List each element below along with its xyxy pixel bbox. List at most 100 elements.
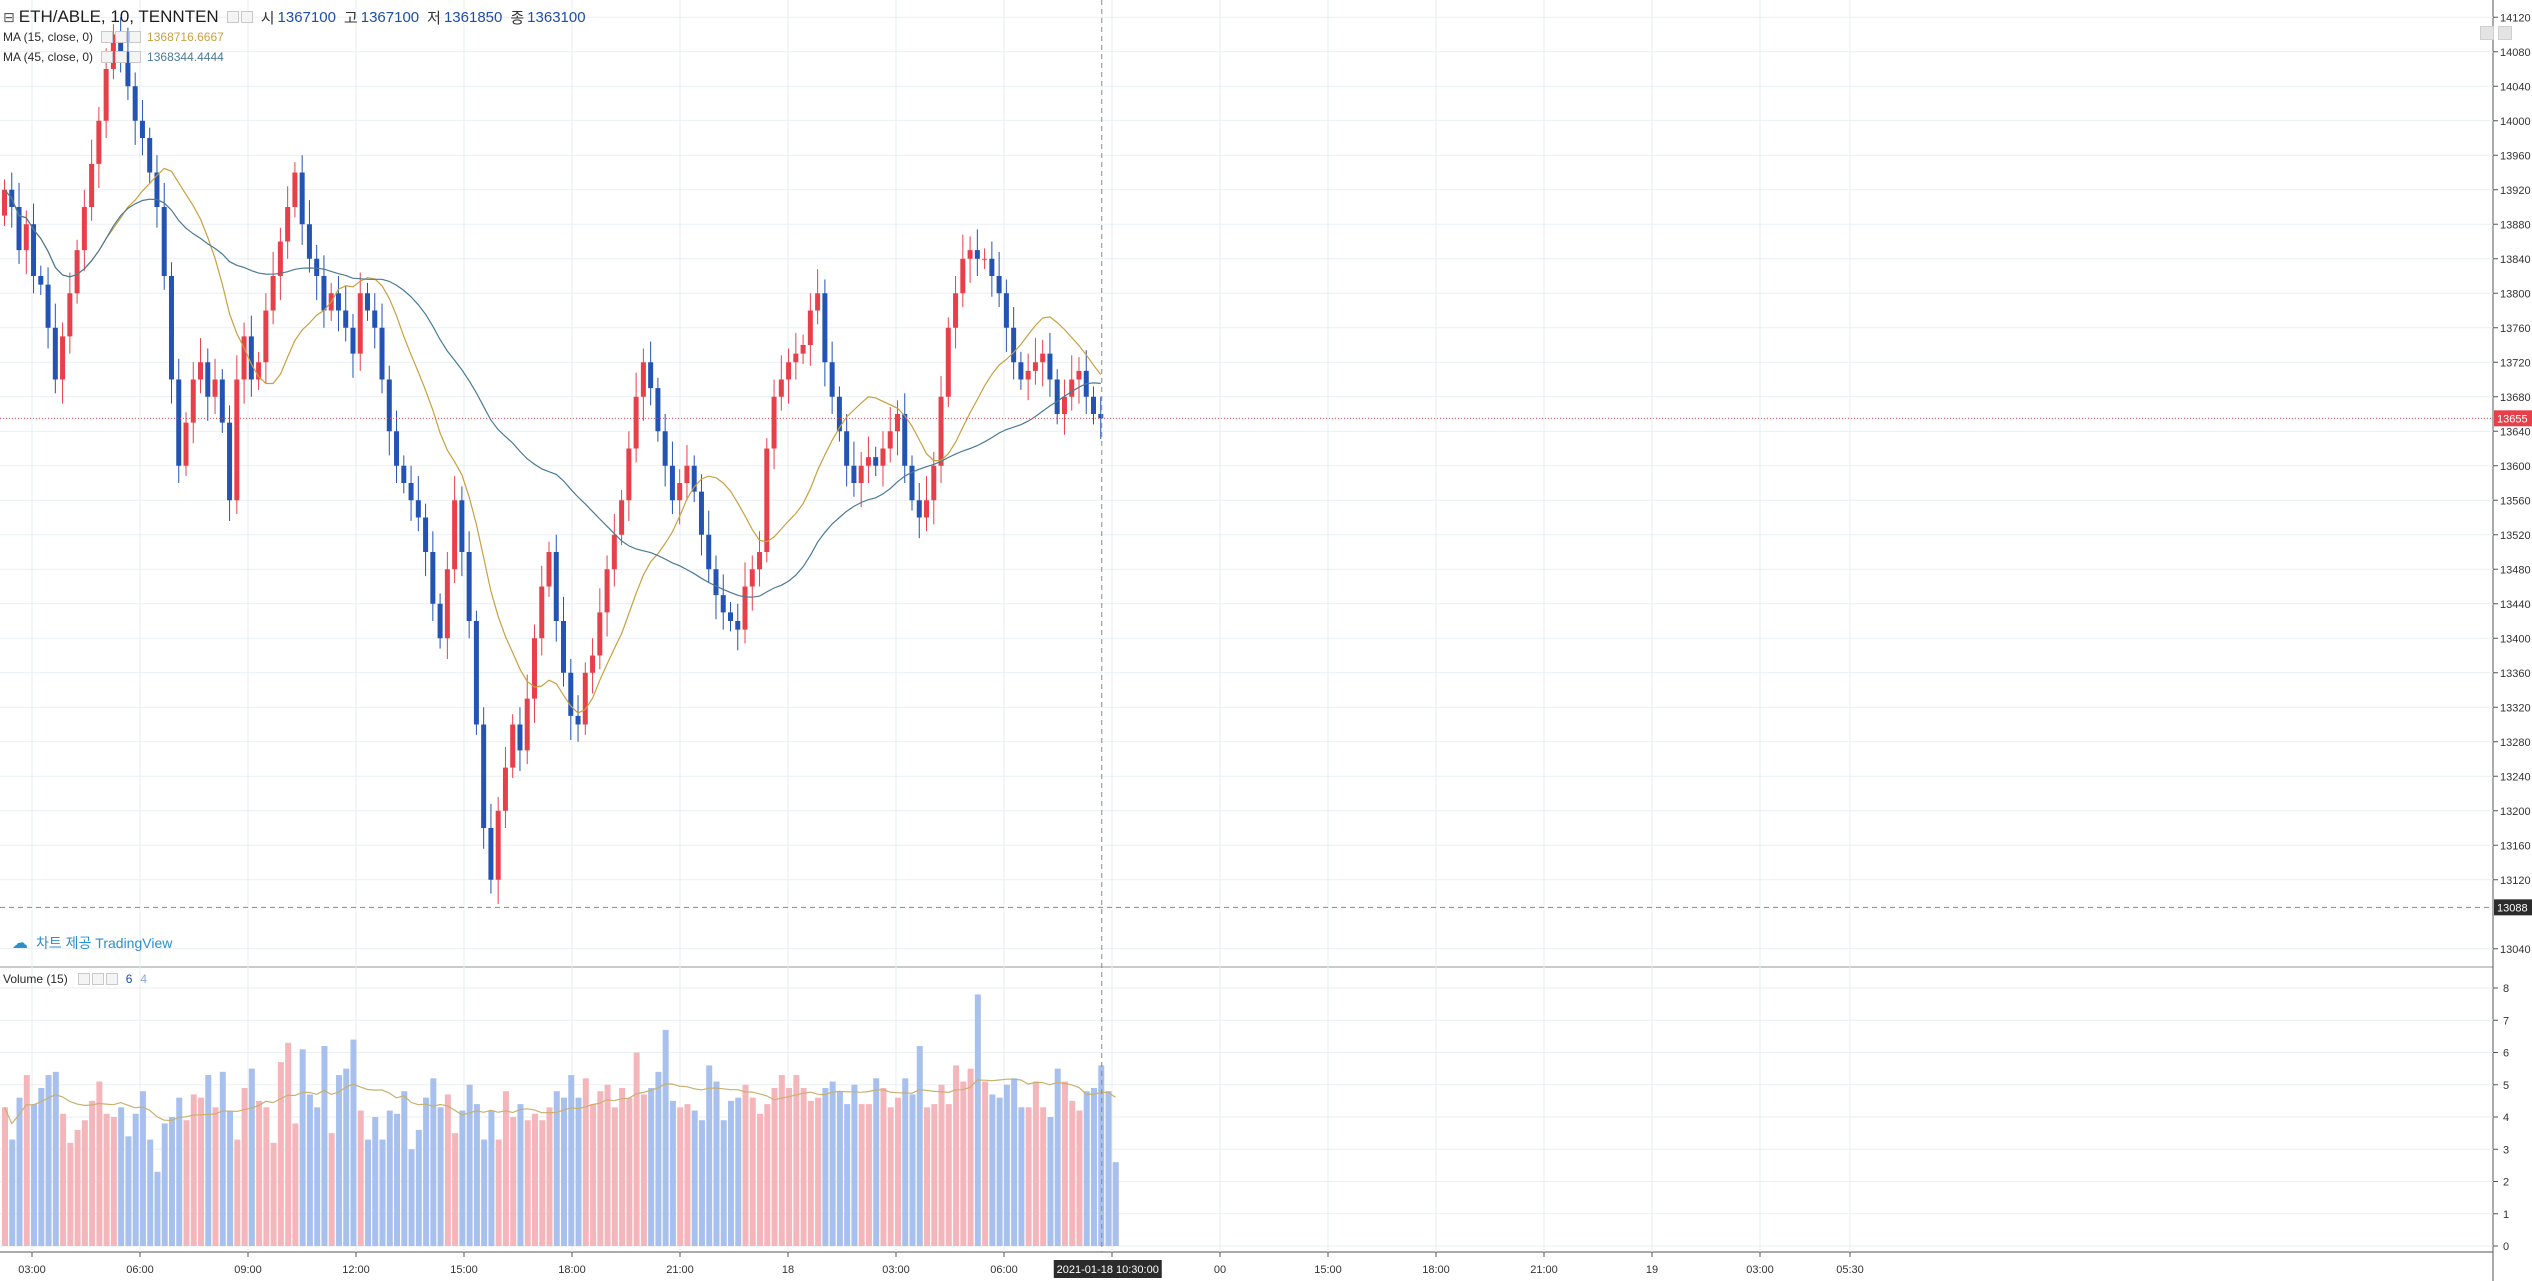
volume-bar bbox=[190, 1094, 197, 1246]
volume-visibility-icon[interactable] bbox=[77, 973, 90, 985]
volume-bar bbox=[1003, 1084, 1010, 1246]
pane-move-icon[interactable] bbox=[2480, 26, 2494, 40]
volume-bar bbox=[793, 1075, 800, 1246]
volume-bar bbox=[45, 1075, 52, 1246]
candle-body bbox=[553, 552, 559, 621]
price-tick-label: 13880 bbox=[2500, 219, 2531, 231]
volume-bar bbox=[125, 1136, 132, 1246]
pane-maximize-icon[interactable] bbox=[2498, 26, 2512, 40]
candle-body bbox=[168, 276, 174, 380]
time-axis[interactable]: 03:00 06:00 09:00 12:00 15:00 18:00 21:00 18 03:… bbox=[18, 1252, 1864, 1278]
candle-body bbox=[800, 345, 806, 354]
chart-legend: ⊟ ETH/ABLE, 10, TENNTEN 시 1367100 고 1367… bbox=[3, 7, 586, 67]
candle-body bbox=[466, 552, 472, 621]
volume-settings-icon[interactable] bbox=[91, 973, 104, 985]
volume-legend[interactable]: Volume (15) 6 4 bbox=[3, 972, 147, 986]
collapse-icon[interactable]: ⊟ bbox=[3, 8, 15, 25]
volume-bar bbox=[691, 1110, 698, 1246]
volume-bar bbox=[713, 1081, 720, 1246]
volume-label: Volume (15) bbox=[3, 972, 68, 986]
volume-bar bbox=[67, 1142, 74, 1246]
candle-body bbox=[401, 465, 407, 483]
candle-body bbox=[604, 569, 610, 613]
volume-bar bbox=[1112, 1162, 1119, 1246]
ma45-legend[interactable]: MA (45, close, 0) 1368344.4444 bbox=[3, 47, 586, 67]
candle-body bbox=[277, 241, 283, 276]
volume-bar bbox=[205, 1075, 212, 1246]
volume-bar bbox=[677, 1107, 684, 1246]
time-tick-label: 18 bbox=[782, 1264, 794, 1276]
ma45-settings-icon[interactable] bbox=[115, 51, 128, 63]
candle-body bbox=[851, 465, 857, 483]
volume-bars bbox=[2, 994, 1119, 1246]
volume-bar bbox=[219, 1071, 226, 1246]
volume-bar bbox=[771, 1087, 778, 1246]
time-tick-label: 15:00 bbox=[1314, 1264, 1342, 1276]
symbol-row: ⊟ ETH/ABLE, 10, TENNTEN 시 1367100 고 1367… bbox=[3, 7, 586, 27]
volume-bar bbox=[662, 1029, 669, 1246]
candle-body bbox=[74, 250, 80, 294]
source-icon[interactable] bbox=[240, 11, 253, 23]
volume-tick-label: 1 bbox=[2503, 1209, 2509, 1221]
volume-bar bbox=[757, 1113, 764, 1246]
volume-bar bbox=[292, 1123, 299, 1246]
volume-bar bbox=[372, 1117, 379, 1246]
crosshair-time-label: 2021-01-18 10:30:00 bbox=[1057, 1264, 1159, 1276]
volume-bar bbox=[684, 1104, 691, 1246]
low-value: 1361850 bbox=[443, 8, 503, 26]
ma45-remove-icon[interactable] bbox=[129, 51, 142, 63]
price-tick-label: 14040 bbox=[2500, 81, 2531, 93]
volume-bar bbox=[887, 1107, 894, 1246]
volume-bar bbox=[626, 1097, 633, 1246]
candle-body bbox=[488, 828, 494, 880]
candle-body bbox=[728, 612, 733, 621]
crosshair-price-badge bbox=[2494, 899, 2532, 916]
volume-bar bbox=[81, 1120, 88, 1246]
candle-body bbox=[205, 362, 211, 397]
volume-remove-icon[interactable] bbox=[105, 973, 118, 985]
volume-tick-label: 5 bbox=[2503, 1080, 2509, 1092]
candle-body bbox=[531, 638, 537, 699]
ma15-remove-icon[interactable] bbox=[129, 31, 142, 43]
price-tick-label: 13680 bbox=[2500, 392, 2531, 404]
volume-bar bbox=[902, 1078, 909, 1246]
ma15-settings-icon[interactable] bbox=[115, 31, 128, 43]
candle-body bbox=[844, 431, 850, 466]
time-tick-label: 00 bbox=[1214, 1264, 1226, 1276]
volume-bar bbox=[481, 1139, 488, 1246]
settings-icon[interactable] bbox=[226, 11, 239, 23]
volume-bar bbox=[582, 1078, 589, 1246]
symbol-title[interactable]: ETH/ABLE, 10, TENNTEN bbox=[18, 7, 219, 26]
volume-bar bbox=[1025, 1107, 1032, 1246]
volume-bar bbox=[415, 1129, 422, 1246]
volume-axis[interactable]: 8 7 6 5 4 3 2 1 0 bbox=[2493, 983, 2509, 1253]
moving-averages bbox=[3, 167, 1116, 1125]
candle-body bbox=[219, 379, 225, 423]
ma15-visibility-icon[interactable] bbox=[101, 31, 114, 43]
volume-bar bbox=[132, 1113, 139, 1246]
candle-body bbox=[829, 362, 835, 397]
volume-bar bbox=[314, 1107, 321, 1246]
tradingview-logo[interactable]: ☁ 차트 제공 TradingView bbox=[12, 933, 172, 953]
volume-bar bbox=[234, 1139, 241, 1246]
candle-body bbox=[706, 534, 712, 570]
volume-bar bbox=[829, 1081, 836, 1246]
volume-bar bbox=[669, 1100, 676, 1246]
volume-bar bbox=[749, 1097, 756, 1246]
ma15-value: 1368716.6667 bbox=[147, 30, 224, 44]
time-tick-label: 12:00 bbox=[342, 1264, 370, 1276]
ma45-visibility-icon[interactable] bbox=[101, 51, 114, 63]
volume-bar bbox=[1105, 1091, 1112, 1246]
volume-bar bbox=[1054, 1068, 1061, 1246]
ma15-legend[interactable]: MA (15, close, 0) 1368716.6667 bbox=[3, 27, 586, 47]
candle-body bbox=[887, 431, 893, 449]
candle-body bbox=[270, 276, 276, 311]
price-tick-label: 13840 bbox=[2500, 254, 2531, 266]
time-tick-label: 03:00 bbox=[1746, 1264, 1774, 1276]
price-tick-label: 13960 bbox=[2500, 150, 2531, 162]
price-tick-label: 13240 bbox=[2500, 771, 2531, 783]
price-axis[interactable]: 14120 14080 14040 14000 13960 13920 13880 13840… bbox=[2493, 12, 2532, 956]
volume-bar bbox=[1061, 1081, 1068, 1246]
volume-bar bbox=[735, 1097, 742, 1246]
